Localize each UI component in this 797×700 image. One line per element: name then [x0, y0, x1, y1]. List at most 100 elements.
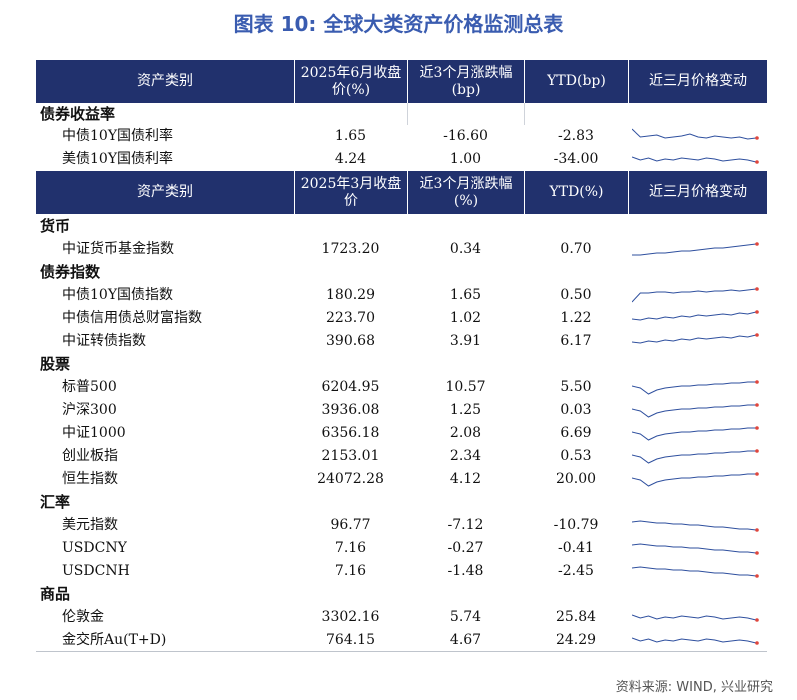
source-note: 资料来源: WIND, 兴业研究 — [615, 680, 773, 695]
category-label: 债券指数 — [40, 263, 101, 281]
row-close: 3936.08 — [321, 402, 380, 418]
row-ytd: -2.83 — [558, 128, 594, 144]
sparkline — [632, 449, 759, 464]
row-ytd: 5.50 — [560, 379, 592, 395]
row-name: 伦敦金 — [62, 609, 104, 625]
row-ytd: -10.79 — [553, 517, 599, 533]
sparkline-end-marker — [755, 528, 759, 532]
row-close: 180.29 — [326, 287, 375, 303]
table-row: 中债信用债总财富指数 223.70 1.02 1.22 — [36, 307, 767, 330]
sparkline — [632, 472, 759, 487]
row-change: 0.34 — [449, 241, 482, 257]
row-ytd: 0.03 — [560, 402, 592, 418]
sparkline-end-marker — [755, 449, 759, 453]
table-row: 恒生指数 24072.28 4.12 20.00 — [36, 468, 767, 491]
table-header-bond-yield: 资产类别 2025年6月收盘价(%) 近3个月涨跌幅(bp) YTD(bp) 近… — [36, 60, 767, 103]
table-row: 伦敦金 3302.16 5.74 25.84 — [36, 606, 767, 629]
row-change: -7.12 — [447, 517, 484, 533]
row-close: 4.24 — [334, 151, 367, 167]
header-sparkline: 近三月价格变动 — [628, 171, 767, 214]
sparkline-path — [632, 450, 756, 464]
sparkline — [632, 566, 759, 578]
row-change: 4.67 — [449, 632, 482, 648]
sparkline-path — [632, 311, 757, 321]
sparkline-end-marker — [755, 287, 759, 291]
row-change: 4.12 — [449, 471, 482, 487]
header-ytd: YTD(bp) — [524, 60, 628, 103]
category-label: 货币 — [40, 217, 71, 235]
sparkline — [632, 426, 759, 441]
row-close: 3302.16 — [321, 609, 380, 625]
header-gap-divider — [407, 103, 523, 125]
sparkline — [632, 380, 759, 395]
table-row: 沪深300 3936.08 1.25 0.03 — [36, 399, 767, 422]
sparkline — [632, 637, 759, 645]
sparkline-end-marker — [755, 403, 759, 407]
row-name: 金交所Au(T+D) — [62, 632, 167, 648]
row-change: 1.65 — [449, 287, 482, 303]
row-ytd: 25.84 — [555, 609, 597, 625]
header-3m-change: 近3个月涨跌幅(bp) — [407, 60, 524, 103]
header-3m-change: 近3个月涨跌幅(%) — [407, 171, 524, 214]
sparkline-path — [632, 427, 756, 441]
row-name: 中证货币基金指数 — [62, 241, 174, 257]
sparkline-end-marker — [755, 618, 759, 622]
sparkline-end-marker — [755, 136, 759, 140]
sparkline — [632, 310, 759, 321]
sparkline-path — [632, 156, 757, 163]
sparkline — [632, 156, 759, 164]
row-close: 390.68 — [326, 333, 375, 349]
sparkline-path — [632, 243, 757, 256]
header-asset-class: 资产类别 — [137, 73, 193, 89]
row-name: 美债10Y国债利率 — [62, 151, 174, 167]
sparkline-path — [632, 637, 757, 644]
header-close-price: 2025年3月收盘价 — [294, 171, 407, 214]
row-change: 10.57 — [445, 379, 486, 395]
table-row: 美债10Y国债利率 4.24 1.00 -34.00 — [36, 148, 767, 171]
category-label: 汇率 — [40, 493, 71, 511]
row-change: 3.91 — [449, 333, 482, 349]
sparkline — [632, 403, 759, 418]
row-ytd: 20.00 — [555, 471, 597, 487]
row-name: USDCNY — [62, 540, 127, 556]
row-change: -0.27 — [447, 540, 484, 556]
row-name: 中证转债指数 — [62, 333, 146, 349]
row-change: -16.60 — [443, 128, 488, 144]
row-change: 1.25 — [449, 402, 482, 418]
table-row: 中证货币基金指数 1723.20 0.34 0.70 — [36, 238, 767, 261]
sparkline-path — [632, 614, 757, 621]
row-close: 6356.18 — [321, 425, 380, 441]
table-row: 中证转债指数 390.68 3.91 6.17 — [36, 330, 767, 353]
header-sparkline: 近三月价格变动 — [628, 60, 767, 103]
sparkline — [632, 128, 759, 140]
sparkline-path — [632, 566, 757, 577]
sparkline-end-marker — [755, 160, 759, 164]
table-row: 中证1000 6356.18 2.08 6.69 — [36, 422, 767, 445]
row-change: 1.00 — [449, 151, 482, 167]
row-ytd: 0.70 — [560, 241, 592, 257]
table-row: 金交所Au(T+D) 764.15 4.67 24.29 — [36, 629, 767, 652]
sparkline-end-marker — [755, 551, 759, 555]
sparkline-end-marker — [755, 333, 759, 337]
row-ytd: 1.22 — [560, 310, 592, 326]
sparkline — [632, 614, 759, 622]
row-ytd: 0.50 — [560, 287, 592, 303]
table-row: 美元指数 96.77 -7.12 -10.79 — [36, 514, 767, 537]
header-gap-divider — [524, 103, 628, 125]
row-close: 96.77 — [330, 517, 371, 533]
row-close: 1723.20 — [321, 241, 380, 257]
row-name: 沪深300 — [62, 402, 117, 418]
sparkline — [632, 242, 759, 256]
sparkline-end-marker — [755, 426, 759, 430]
table-row: 中债10Y国债利率 1.65 -16.60 -2.83 — [36, 125, 767, 148]
row-ytd: 24.29 — [555, 632, 597, 648]
sparkline — [632, 287, 759, 303]
table-row: 创业板指 2153.01 2.34 0.53 — [36, 445, 767, 468]
figure-title: 图表 10: 全球大类资产价格监测总表 — [233, 12, 564, 36]
row-ytd: -34.00 — [553, 151, 599, 167]
row-name: USDCNH — [62, 563, 130, 579]
row-close: 764.15 — [326, 632, 375, 648]
sparkline-end-marker — [755, 242, 759, 246]
table-header-assets: 资产类别 2025年3月收盘价 近3个月涨跌幅(%) YTD(%) 近三月价格变… — [36, 171, 767, 214]
table-bottom-rule — [36, 651, 767, 652]
